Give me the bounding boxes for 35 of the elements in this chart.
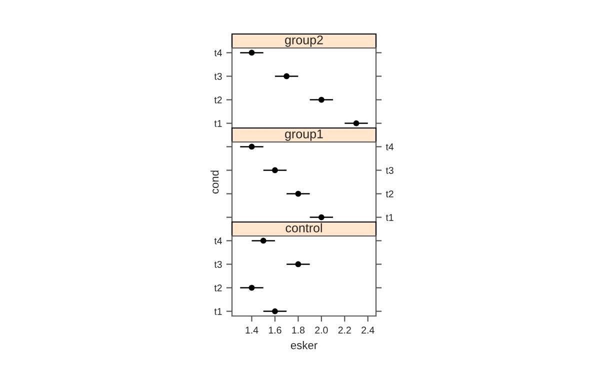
x-tick-label: 2.2 <box>338 326 351 334</box>
chart-title: control <box>286 223 322 232</box>
point <box>260 238 266 244</box>
y-tick-label: t2 <box>214 284 222 292</box>
chart-title: group2 <box>285 36 323 47</box>
y-tick-label: t4 <box>214 50 222 56</box>
point <box>284 73 290 80</box>
point <box>318 96 324 103</box>
x-tick-label: 2.0 <box>315 326 328 334</box>
x-tick-label: 2.4 <box>362 326 374 334</box>
y-tick-label: t4 <box>386 144 394 150</box>
y-tick-label: t3 <box>214 72 222 80</box>
x-tick-label: 1.4 <box>246 326 258 334</box>
x-axis-title: esker <box>290 341 318 350</box>
y-tick-label: t1 <box>214 308 222 315</box>
point <box>272 308 278 314</box>
point <box>295 190 302 197</box>
chart-title: group1 <box>285 130 323 141</box>
y-tick-label: t1 <box>386 214 394 221</box>
point <box>248 284 255 291</box>
y-tick-label: t4 <box>214 238 222 244</box>
y-tick-label: t2 <box>214 96 222 104</box>
point <box>272 167 278 174</box>
point <box>248 144 255 150</box>
y-tick-label: t3 <box>214 260 222 268</box>
y-tick-label: t2 <box>386 190 394 198</box>
point <box>295 261 302 268</box>
y-tick-label: t3 <box>386 166 394 174</box>
y-tick-label: t1 <box>214 120 222 127</box>
point <box>248 50 255 56</box>
point <box>318 214 324 220</box>
x-tick-label: 1.6 <box>268 326 282 334</box>
y-axis-title: cond <box>210 170 219 194</box>
point <box>353 120 360 126</box>
x-tick-label: 1.8 <box>292 326 305 334</box>
